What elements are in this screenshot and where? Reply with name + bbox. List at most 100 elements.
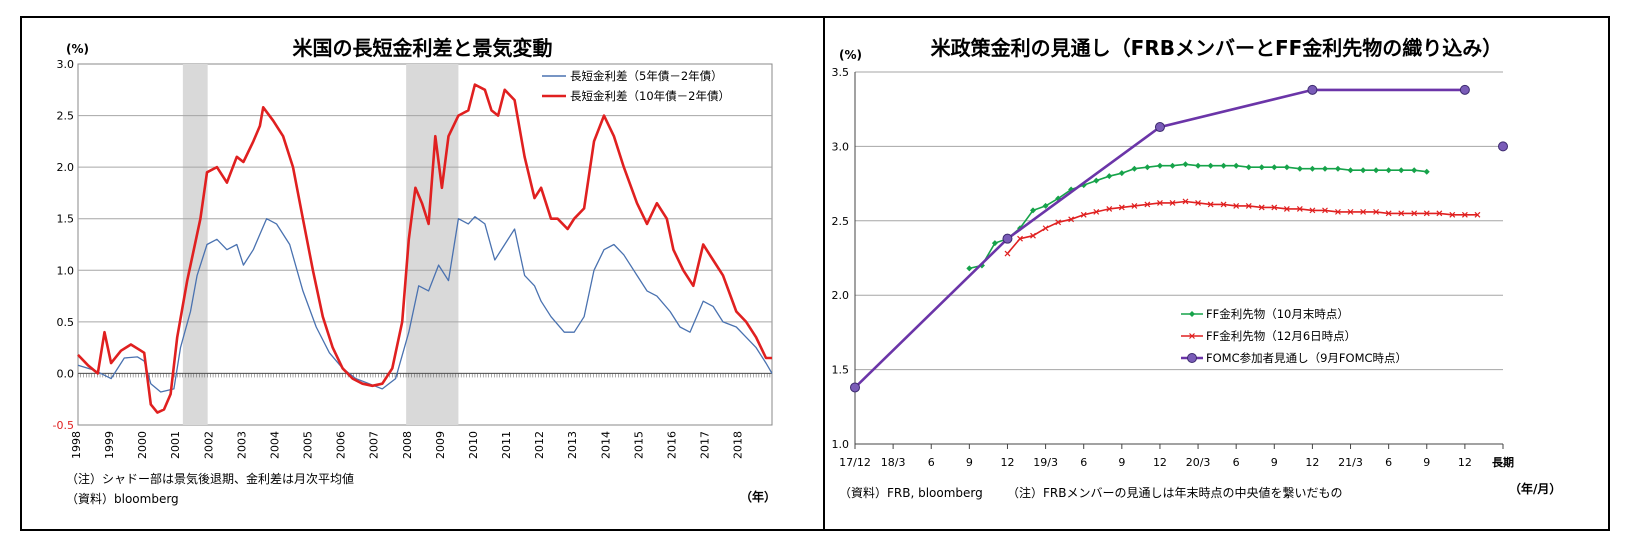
data-point-x bbox=[1030, 232, 1036, 239]
x-tick-label: 2007 bbox=[368, 431, 381, 459]
data-point-diamond bbox=[1093, 177, 1100, 184]
x-tick-label: 2018 bbox=[732, 431, 745, 459]
data-point-diamond bbox=[1309, 165, 1316, 172]
chart-panel-yield-spread: 米国の長短金利差と景気変動 (%) 3.0 2.5 2.0 1.5 1.0 0.5 0.0 -… bbox=[20, 16, 825, 531]
data-point-x bbox=[1283, 205, 1290, 212]
y-tick-label: 1.5 bbox=[57, 213, 75, 226]
data-point-x bbox=[1106, 205, 1113, 212]
x-tick-label: 2011 bbox=[500, 431, 513, 459]
x-tick-label: 2003 bbox=[235, 431, 248, 459]
data-point-diamond bbox=[1373, 167, 1380, 174]
data-point-circle bbox=[1459, 84, 1470, 95]
data-point-diamond bbox=[1245, 164, 1252, 171]
data-point-x bbox=[1080, 211, 1087, 218]
data-point-x bbox=[1093, 208, 1100, 215]
x-tick-label: 2017 bbox=[699, 431, 712, 459]
legend-label: 長短金利差（10年債－2年債） bbox=[570, 89, 730, 103]
data-point-x bbox=[1423, 210, 1430, 217]
data-point-x bbox=[1195, 200, 1201, 206]
data-point-x bbox=[1220, 201, 1227, 208]
data-point-diamond bbox=[1411, 167, 1418, 174]
data-point-x bbox=[1449, 211, 1456, 218]
data-point-x bbox=[1189, 333, 1195, 339]
x-tick-label: 18/3 bbox=[881, 456, 906, 469]
data-point-diamond bbox=[1042, 202, 1049, 209]
x-tick-label: 2005 bbox=[302, 431, 315, 459]
y-tick-label: 1.0 bbox=[57, 264, 75, 277]
data-point-diamond bbox=[1385, 167, 1392, 174]
x-tick-label: 2009 bbox=[434, 431, 447, 459]
data-point-circle bbox=[1307, 84, 1318, 95]
data-point-x bbox=[1474, 211, 1481, 218]
x-tick-label: 6 bbox=[1233, 456, 1240, 469]
data-point-x bbox=[1360, 208, 1367, 215]
data-point-diamond bbox=[1118, 170, 1125, 177]
note-shading: （注）シャドー部は景気後退期、金利差は月次平均値 bbox=[66, 472, 355, 486]
policy-rate-chart: 3.5 3.0 2.5 2.0 1.5 1.0 17/12 18/3 6 9 12 19/3 6 9 12 2… bbox=[832, 66, 1515, 469]
data-point-x bbox=[1042, 225, 1049, 232]
x-tick-label: 2015 bbox=[632, 431, 645, 459]
data-point-x bbox=[1055, 219, 1062, 226]
data-point-diamond bbox=[966, 265, 973, 272]
data-point-diamond bbox=[1398, 167, 1405, 174]
data-point-diamond bbox=[1321, 165, 1328, 172]
data-point-diamond bbox=[1106, 173, 1113, 180]
data-point-diamond bbox=[1169, 162, 1176, 169]
data-point-x bbox=[1182, 198, 1189, 205]
data-point-x bbox=[1271, 204, 1278, 211]
chart-panel-policy-rate: 米政策金利の見通し（FRBメンバーとFF金利先物の織り込み） (%) 3.5 3.… bbox=[823, 16, 1610, 531]
y-tick-label: 2.5 bbox=[832, 215, 850, 228]
x-tick-label: 9 bbox=[1423, 456, 1430, 469]
data-point-x bbox=[1322, 207, 1328, 214]
data-point-diamond bbox=[1030, 207, 1037, 214]
x-tick-label: 2001 bbox=[169, 431, 182, 459]
x-tick-label: 9 bbox=[1118, 456, 1125, 469]
series-line bbox=[77, 83, 772, 414]
x-tick-label: 2014 bbox=[599, 431, 612, 459]
x-tick-label: 2012 bbox=[533, 431, 546, 459]
data-point-diamond bbox=[1195, 162, 1202, 169]
y-tick-label: 2.0 bbox=[57, 161, 75, 174]
x-tick-label: 17/12 bbox=[839, 456, 871, 469]
data-point-diamond bbox=[1189, 311, 1195, 317]
legend-label: FF金利先物（10月末時点） bbox=[1206, 307, 1349, 321]
x-tick-label: 2002 bbox=[202, 431, 215, 459]
x-tick-label: 2000 bbox=[136, 431, 149, 459]
x-tick-label: 1999 bbox=[103, 431, 116, 459]
x-tick-label: 2010 bbox=[467, 431, 480, 459]
data-point-x bbox=[1245, 202, 1252, 209]
data-point-x bbox=[1436, 210, 1443, 217]
data-point-x bbox=[1144, 201, 1151, 208]
data-point-circle bbox=[850, 382, 860, 393]
y-tick-label: 0.0 bbox=[57, 367, 75, 380]
data-point-diamond bbox=[1347, 167, 1354, 174]
x-tick-label: 12 bbox=[1458, 456, 1472, 469]
y-unit-label: (%) bbox=[66, 42, 89, 56]
y-tick-label: 2.5 bbox=[57, 110, 75, 123]
data-point-x bbox=[1169, 200, 1176, 206]
y-tick-label: 1.5 bbox=[832, 364, 850, 377]
data-point-x bbox=[1373, 208, 1379, 215]
x-tick-label: 12 bbox=[1153, 456, 1167, 469]
data-point-circle bbox=[1002, 233, 1013, 244]
data-point-x bbox=[1296, 205, 1303, 212]
chart-title: 米国の長短金利差と景気変動 bbox=[292, 36, 553, 60]
data-point-diamond bbox=[1220, 162, 1227, 169]
note-source: （資料）bloomberg bbox=[66, 492, 179, 506]
data-point-x bbox=[1461, 211, 1468, 218]
data-point-diamond bbox=[1334, 165, 1341, 172]
data-point-diamond bbox=[1233, 162, 1240, 169]
x-unit-label: （年/月） bbox=[1509, 482, 1562, 496]
x-tick-label: 12 bbox=[1305, 456, 1319, 469]
data-point-circle bbox=[1498, 141, 1508, 152]
x-tick-label: 9 bbox=[966, 456, 973, 469]
data-point-diamond bbox=[1156, 162, 1163, 169]
data-point-x bbox=[1017, 235, 1023, 242]
x-tick-label: 6 bbox=[1080, 456, 1087, 469]
x-tick-label: 9 bbox=[1271, 456, 1278, 469]
x-tick-label: 長期 bbox=[1492, 455, 1514, 469]
legend-label: 長短金利差（5年債－2年債） bbox=[570, 69, 723, 83]
data-point-x bbox=[1335, 208, 1341, 215]
data-point-diamond bbox=[1283, 164, 1290, 171]
